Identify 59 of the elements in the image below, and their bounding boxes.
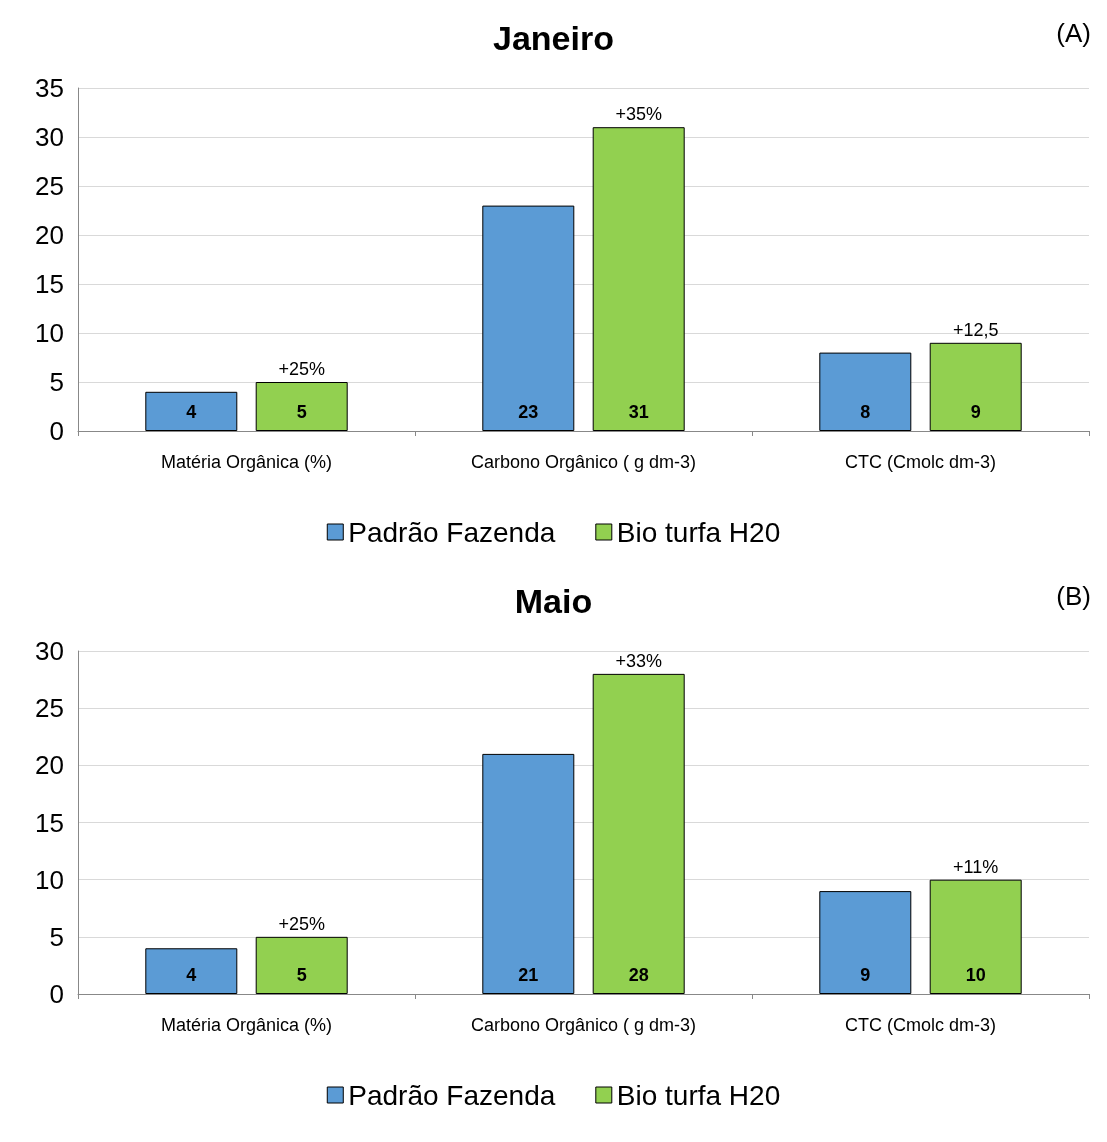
bar [255,936,348,994]
y-tick-label: 20 [35,750,64,781]
y-tick-label: 20 [35,220,64,250]
y-tick-label: 0 [49,416,64,446]
data-label: 10 [965,965,986,985]
x-tick-label: Matéria Orgânica (%) [160,452,333,472]
data-label: 21 [518,965,539,985]
bar [592,127,685,431]
data-label: 5 [296,402,307,422]
bar [145,948,238,994]
text: (A) [1056,18,1092,48]
x-tick-label: CTC (Cmolc dm-3) [845,452,996,472]
data-label: 8 [860,402,871,422]
legend-label: Bio turfa H20 [616,516,781,548]
y-tick-label: 35 [35,73,64,103]
bar [819,352,912,431]
x-tick-label: Matéria Orgânica (%) [160,1015,333,1035]
annotation: +35% [615,104,662,125]
data-label: 31 [628,402,649,422]
y-tick-label: 30 [35,636,64,666]
bar [482,205,575,431]
annotation: +33% [615,650,662,671]
annotation: +25% [278,913,325,934]
bar [145,391,238,431]
y-tick-label: 10 [35,318,64,348]
annotation: +11% [953,856,999,877]
data-label: 9 [860,965,871,985]
bar [482,753,575,994]
annotation: +25% [278,359,325,379]
y-tick-label: 0 [49,979,64,1009]
text: (B) [1056,581,1092,611]
y-tick-label: 15 [35,269,64,299]
bar [929,342,1022,431]
legend-label: Padrão Fazenda [348,516,556,548]
bar [819,891,912,994]
y-tick-label: 5 [49,367,64,397]
bar [255,382,348,431]
x-tick-label: Carbono Orgânico ( g dm-3) [470,1015,697,1035]
data-label: 4 [186,965,197,985]
legend-label: Bio turfa H20 [616,1079,781,1111]
annotation: +12,5 [952,319,999,340]
y-tick-label: 15 [35,807,64,838]
y-tick-label: 25 [35,171,64,201]
x-tick-label: Carbono Orgânico ( g dm-3) [470,452,697,472]
data-label: 23 [518,402,539,422]
bar [592,673,685,994]
y-tick-label: 5 [49,921,64,952]
bar [929,879,1022,994]
data-label: 5 [296,965,307,985]
y-tick-label: 25 [35,693,64,724]
y-tick-label: 30 [35,122,64,152]
data-label: 9 [970,402,981,422]
chart-title: Maio [514,582,593,620]
data-label: 4 [186,402,197,422]
chart-title: Janeiro [493,19,614,57]
data-label: 28 [628,965,649,985]
x-tick-label: CTC (Cmolc dm-3) [845,1015,996,1035]
legend-label: Padrão Fazenda [348,1079,556,1111]
y-tick-label: 10 [35,864,64,895]
